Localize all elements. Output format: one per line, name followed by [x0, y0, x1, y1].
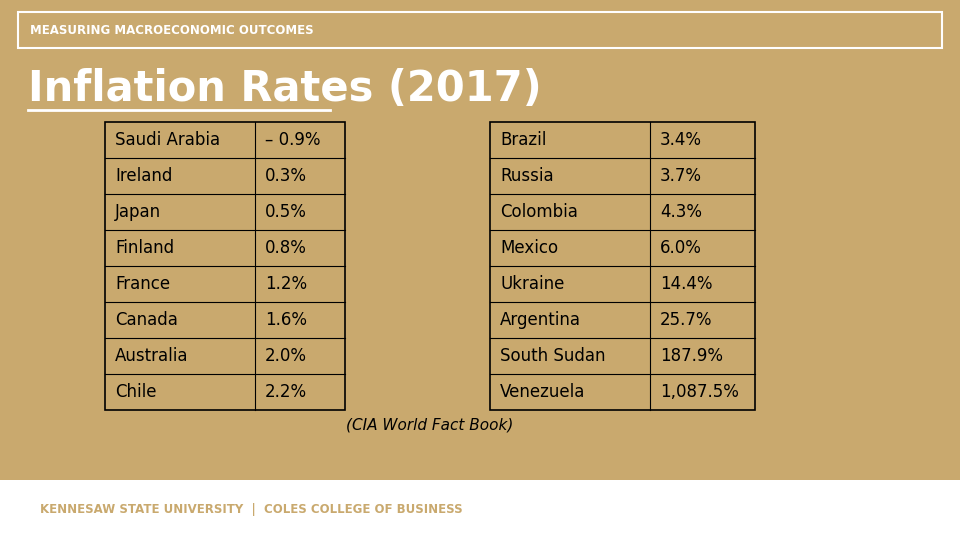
Text: MEASURING MACROECONOMIC OUTCOMES: MEASURING MACROECONOMIC OUTCOMES: [30, 24, 314, 37]
Text: Ireland: Ireland: [115, 167, 173, 185]
Text: Brazil: Brazil: [500, 131, 546, 149]
Text: 1.2%: 1.2%: [265, 275, 307, 293]
Text: KENNESAW STATE UNIVERSITY  |  COLES COLLEGE OF BUSINESS: KENNESAW STATE UNIVERSITY | COLES COLLEG…: [40, 503, 463, 516]
Text: Japan: Japan: [115, 203, 161, 221]
Text: 187.9%: 187.9%: [660, 347, 723, 365]
Text: Colombia: Colombia: [500, 203, 578, 221]
Bar: [105, 122, 345, 410]
Bar: [18, 12, 942, 48]
Text: 1,087.5%: 1,087.5%: [660, 383, 739, 401]
Text: Argentina: Argentina: [500, 311, 581, 329]
Text: 2.0%: 2.0%: [265, 347, 307, 365]
Text: (CIA World Fact Book): (CIA World Fact Book): [347, 418, 514, 433]
Text: Inflation Rates (2017): Inflation Rates (2017): [28, 68, 541, 110]
Bar: [0, 480, 960, 540]
Text: 0.3%: 0.3%: [265, 167, 307, 185]
Text: 4.3%: 4.3%: [660, 203, 702, 221]
Text: – 0.9%: – 0.9%: [265, 131, 321, 149]
Text: Russia: Russia: [500, 167, 554, 185]
Text: Australia: Australia: [115, 347, 188, 365]
Text: 3.7%: 3.7%: [660, 167, 702, 185]
Text: Chile: Chile: [115, 383, 156, 401]
Text: France: France: [115, 275, 170, 293]
Text: Canada: Canada: [115, 311, 178, 329]
Text: 0.8%: 0.8%: [265, 239, 307, 257]
Text: 3.4%: 3.4%: [660, 131, 702, 149]
Text: Mexico: Mexico: [500, 239, 558, 257]
Text: 0.5%: 0.5%: [265, 203, 307, 221]
Text: South Sudan: South Sudan: [500, 347, 606, 365]
Text: 6.0%: 6.0%: [660, 239, 702, 257]
Text: Venezuela: Venezuela: [500, 383, 586, 401]
Text: 1.6%: 1.6%: [265, 311, 307, 329]
Text: Saudi Arabia: Saudi Arabia: [115, 131, 220, 149]
Text: 14.4%: 14.4%: [660, 275, 712, 293]
Text: Ukraine: Ukraine: [500, 275, 564, 293]
Text: 2.2%: 2.2%: [265, 383, 307, 401]
Bar: [490, 122, 755, 410]
Text: Finland: Finland: [115, 239, 174, 257]
Text: 25.7%: 25.7%: [660, 311, 712, 329]
